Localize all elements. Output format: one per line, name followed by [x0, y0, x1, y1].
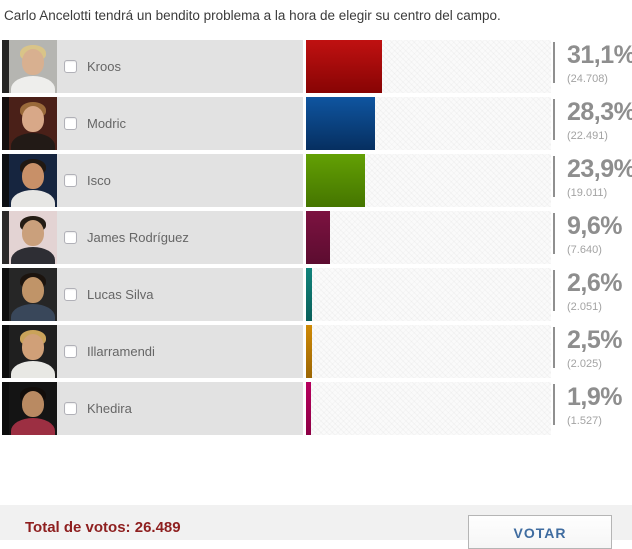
result-stats: 31,1% (24.708) [555, 40, 632, 86]
photo-face [22, 106, 44, 132]
percent-value: 9,6% [567, 212, 622, 240]
result-bar-track [306, 268, 551, 321]
player-photo [2, 382, 57, 435]
option-checkbox[interactable] [64, 231, 77, 244]
result-stats: 2,5% (2.025) [555, 325, 622, 371]
option-label: Illarramendi [87, 344, 155, 359]
player-photo [2, 97, 57, 150]
photo-torso [11, 247, 55, 264]
total-votes: Total de votos: 26.489 [25, 519, 181, 536]
result-stats: 2,6% (2.051) [555, 268, 622, 314]
poll-options-list: Kroos 31,1% (24.708) Modric 28,3% (22.49… [0, 40, 632, 435]
poll-option-row: Lucas Silva 2,6% (2.051) [2, 268, 632, 321]
vote-button[interactable]: VOTAR [468, 515, 612, 549]
option-checkbox[interactable] [64, 60, 77, 73]
vote-count: (2.025) [567, 358, 602, 370]
divider-line [553, 384, 555, 425]
option-label: James Rodríguez [87, 230, 189, 245]
option-panel: Khedira [57, 382, 303, 435]
vote-count: (1.527) [567, 415, 602, 427]
result-bar [306, 97, 376, 150]
photo-torso [11, 418, 55, 435]
player-photo [2, 154, 57, 207]
divider-line [553, 42, 555, 83]
total-votes-value: 26.489 [134, 519, 181, 536]
photo-face [22, 391, 44, 417]
option-checkbox[interactable] [64, 288, 77, 301]
photo-face [22, 277, 44, 303]
result-stats: 9,6% (7.640) [555, 211, 622, 257]
photo-torso [11, 133, 55, 150]
option-panel: Isco [57, 154, 303, 207]
player-photo [2, 325, 57, 378]
photo-torso [11, 361, 55, 378]
vote-count: (22.491) [567, 130, 608, 142]
divider-line [553, 99, 555, 140]
photo-face [22, 163, 44, 189]
poll-option-row: Khedira 1,9% (1.527) [2, 382, 632, 435]
result-bar-track [306, 97, 551, 150]
option-checkbox[interactable] [64, 345, 77, 358]
vote-count: (7.640) [567, 244, 602, 256]
result-bar [306, 325, 313, 378]
option-checkbox[interactable] [64, 117, 77, 130]
result-bar [306, 154, 365, 207]
result-bar-track [306, 211, 551, 264]
divider-line [553, 270, 555, 311]
divider-line [553, 156, 555, 197]
player-photo [2, 211, 57, 264]
option-label: Modric [87, 116, 127, 131]
option-label: Isco [87, 173, 111, 188]
photo-torso [11, 304, 55, 321]
percent-value: 23,9% [567, 155, 632, 183]
option-panel: Illarramendi [57, 325, 303, 378]
poll-question: Carlo Ancelotti tendrá un bendito proble… [4, 8, 501, 23]
result-bar-track [306, 325, 551, 378]
photo-torso [11, 76, 55, 93]
poll-option-row: Isco 23,9% (19.011) [2, 154, 632, 207]
result-bar-track [306, 154, 551, 207]
option-label: Lucas Silva [87, 287, 154, 302]
vote-count: (24.708) [567, 73, 608, 85]
result-bar-track [306, 40, 551, 93]
result-bar-track [306, 382, 551, 435]
player-photo [2, 40, 57, 93]
option-checkbox[interactable] [64, 174, 77, 187]
percent-value: 2,6% [567, 269, 622, 297]
poll-option-row: Illarramendi 2,5% (2.025) [2, 325, 632, 378]
poll-footer: Total de votos: 26.489 VOTAR [0, 505, 632, 549]
result-bar [306, 40, 383, 93]
percent-value: 31,1% [567, 41, 632, 69]
percent-value: 28,3% [567, 98, 632, 126]
vote-count: (2.051) [567, 301, 602, 313]
option-panel: Lucas Silva [57, 268, 303, 321]
photo-face [22, 220, 44, 246]
option-label: Kroos [87, 59, 121, 74]
option-panel: James Rodríguez [57, 211, 303, 264]
divider-line [553, 327, 555, 368]
result-stats: 1,9% (1.527) [555, 382, 622, 428]
poll-option-row: Kroos 31,1% (24.708) [2, 40, 632, 93]
vote-count: (19.011) [567, 187, 608, 199]
result-bar [306, 382, 311, 435]
percent-value: 2,5% [567, 326, 622, 354]
photo-torso [11, 190, 55, 207]
poll-option-row: James Rodríguez 9,6% (7.640) [2, 211, 632, 264]
photo-face [22, 334, 44, 360]
result-bar [306, 268, 313, 321]
result-stats: 28,3% (22.491) [555, 97, 632, 143]
option-panel: Modric [57, 97, 303, 150]
divider-line [553, 213, 555, 254]
option-label: Khedira [87, 401, 132, 416]
poll-option-row: Modric 28,3% (22.491) [2, 97, 632, 150]
result-stats: 23,9% (19.011) [555, 154, 632, 200]
photo-face [22, 49, 44, 75]
option-checkbox[interactable] [64, 402, 77, 415]
percent-value: 1,9% [567, 383, 622, 411]
player-photo [2, 268, 57, 321]
result-bar [306, 211, 330, 264]
total-votes-label: Total de votos: [25, 519, 131, 536]
option-panel: Kroos [57, 40, 303, 93]
